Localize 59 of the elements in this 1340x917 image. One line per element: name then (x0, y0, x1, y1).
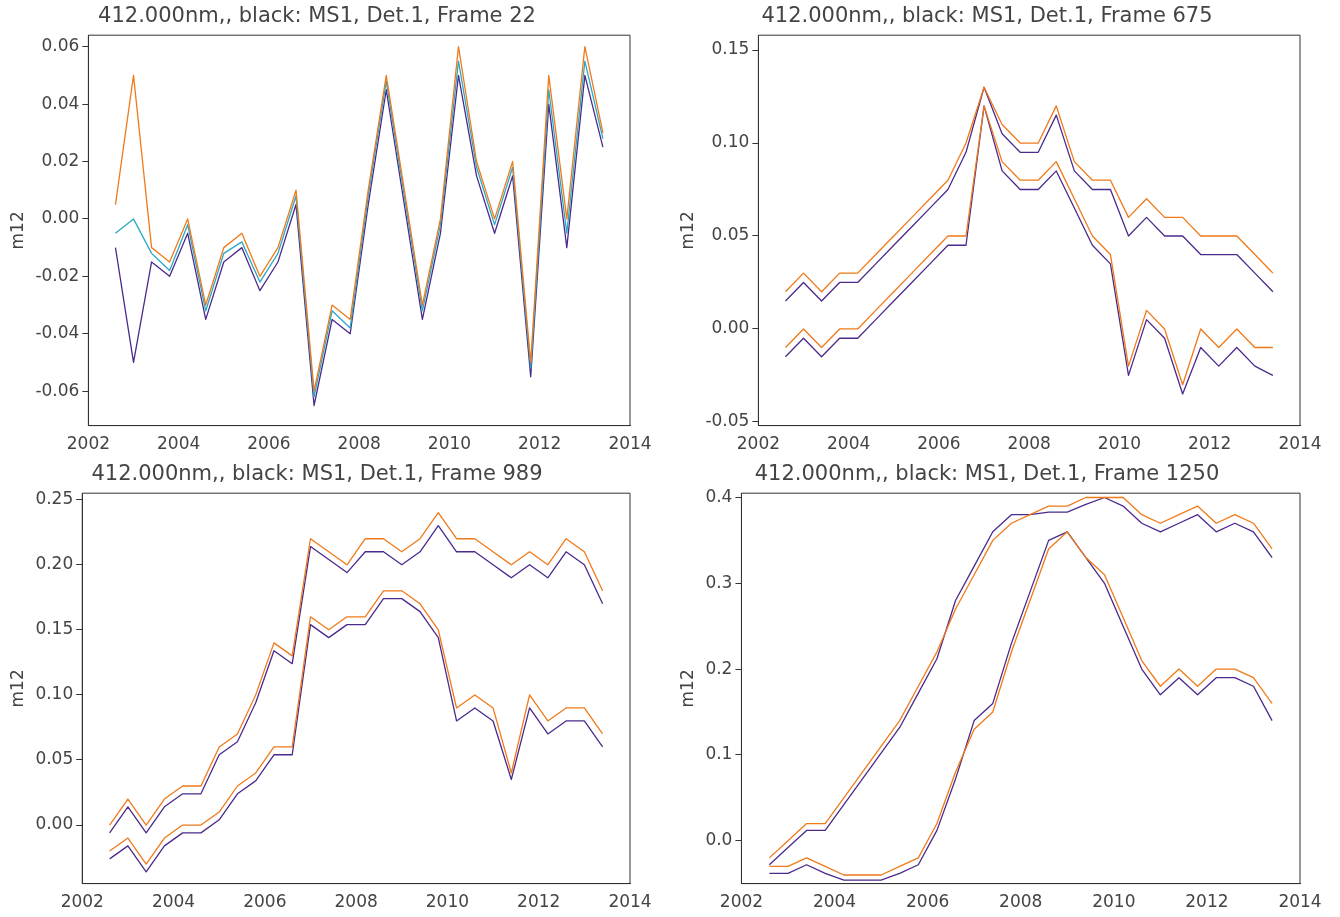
x-tick-label: 2014 (608, 891, 652, 912)
y-tick-label: 0.00 (35, 813, 74, 834)
y-tick-label: 0.05 (711, 224, 750, 245)
y-tick-label: 0.4 (705, 485, 733, 506)
x-tick-label: 2014 (1278, 433, 1322, 454)
y-tick-label: 0.10 (711, 131, 750, 152)
y-axis-title: m12 (6, 211, 27, 250)
y-tick-label: 0.02 (41, 149, 80, 170)
x-tick-label: 2002 (719, 891, 764, 912)
y-axis-title: m12 (676, 211, 697, 250)
x-tick-label: 2014 (608, 433, 652, 454)
x-tick-label: 2010 (427, 433, 472, 454)
y-tick-label: -0.06 (35, 379, 80, 400)
y-tick-label: 0.15 (35, 618, 74, 639)
x-tick-label: 2012 (517, 891, 561, 912)
x-tick-label: 2012 (1185, 891, 1229, 912)
y-tick-label: 0.2 (705, 657, 733, 678)
x-tick-label: 2010 (425, 891, 470, 912)
y-tick-label: 0.10 (35, 683, 74, 704)
x-tick-label: 2004 (827, 433, 871, 454)
x-tick-label: 2012 (518, 433, 562, 454)
x-tick-label: 2006 (917, 433, 961, 454)
x-tick-label: 2008 (1007, 433, 1051, 454)
y-tick-label: 0.05 (35, 748, 74, 769)
x-tick-label: 2002 (66, 433, 111, 454)
y-tick-label: 0.3 (705, 571, 733, 592)
x-tick-label: 2004 (157, 433, 201, 454)
x-tick-label: 2010 (1092, 891, 1136, 912)
x-tick-label: 2014 (1278, 891, 1322, 912)
y-axis-title: m12 (6, 669, 27, 708)
chart-title: 412.000nm,, black: MS1, Det.1, Frame 675 (761, 3, 1213, 28)
x-tick-label: 2006 (905, 891, 950, 912)
y-tick-label: -0.05 (705, 410, 750, 431)
chart-title: 412.000nm,, black: MS1, Det.1, Frame 989 (91, 461, 543, 486)
chart-title: 412.000nm,, black: MS1, Det.1, Frame 22 (98, 3, 536, 28)
x-tick-label: 2006 (243, 891, 287, 912)
x-tick-label: 2002 (60, 891, 104, 912)
y-axis-title: m12 (676, 669, 697, 708)
x-tick-label: 2012 (1188, 433, 1232, 454)
y-tick-label: 0.00 (711, 317, 750, 338)
x-tick-label: 2008 (337, 433, 381, 454)
y-tick-label: -0.04 (35, 322, 80, 343)
y-tick-label: 0.1 (705, 743, 733, 764)
y-tick-label: -0.02 (35, 264, 80, 285)
y-tick-label: 0.25 (35, 488, 74, 509)
x-tick-label: 2002 (736, 433, 781, 454)
y-tick-label: 0.0 (705, 829, 733, 850)
chart-title: 412.000nm,, black: MS1, Det.1, Frame 1250 (754, 461, 1220, 486)
y-tick-label: 0.06 (41, 35, 80, 56)
x-tick-label: 2008 (999, 891, 1043, 912)
x-tick-label: 2004 (151, 891, 196, 912)
x-tick-label: 2010 (1097, 433, 1142, 454)
y-tick-label: 0.04 (41, 92, 80, 113)
x-tick-label: 2004 (812, 891, 857, 912)
x-tick-label: 2006 (247, 433, 291, 454)
y-tick-label: 0.20 (35, 553, 74, 574)
x-tick-label: 2008 (334, 891, 378, 912)
y-tick-label: 0.15 (711, 38, 750, 59)
y-tick-label: 0.00 (41, 207, 80, 228)
